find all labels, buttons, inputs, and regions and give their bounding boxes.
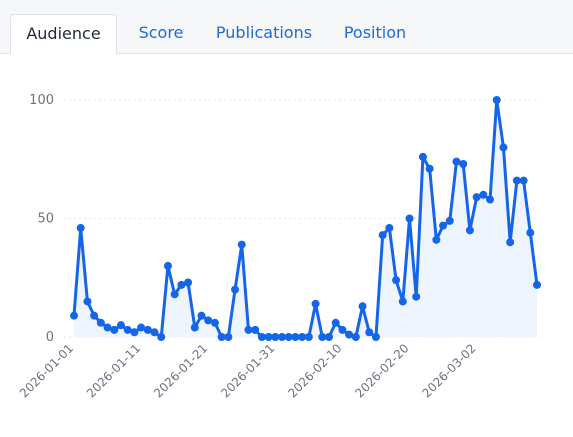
data-point[interactable] bbox=[130, 328, 139, 337]
data-point[interactable] bbox=[150, 328, 159, 337]
data-point[interactable] bbox=[116, 321, 125, 330]
data-point[interactable] bbox=[418, 152, 427, 161]
data-point[interactable] bbox=[177, 280, 186, 289]
data-point[interactable] bbox=[479, 190, 488, 199]
data-point[interactable] bbox=[512, 176, 521, 185]
data-point[interactable] bbox=[412, 292, 421, 301]
y-tick-label: 50 bbox=[37, 212, 54, 227]
tab-position[interactable]: Position bbox=[343, 23, 407, 42]
data-point[interactable] bbox=[96, 318, 105, 327]
data-point[interactable] bbox=[76, 223, 85, 232]
data-point[interactable] bbox=[257, 333, 266, 341]
data-point[interactable] bbox=[506, 238, 515, 247]
data-point[interactable] bbox=[278, 333, 287, 341]
data-point[interactable] bbox=[210, 318, 219, 327]
data-point[interactable] bbox=[284, 333, 293, 341]
data-point[interactable] bbox=[365, 328, 374, 337]
data-point[interactable] bbox=[184, 278, 193, 287]
data-point[interactable] bbox=[244, 325, 253, 334]
data-point[interactable] bbox=[197, 311, 206, 320]
data-point[interactable] bbox=[378, 231, 387, 240]
data-point[interactable] bbox=[445, 216, 454, 225]
data-point[interactable] bbox=[318, 333, 327, 341]
data-point[interactable] bbox=[492, 96, 501, 104]
y-tick-label: 0 bbox=[46, 330, 54, 345]
data-point[interactable] bbox=[170, 290, 179, 299]
data-point[interactable] bbox=[324, 333, 333, 341]
x-tick-label: 2026-02-20 bbox=[352, 341, 411, 400]
tab-publications[interactable]: Publications bbox=[215, 23, 313, 42]
data-point[interactable] bbox=[459, 159, 468, 168]
data-point[interactable] bbox=[123, 325, 132, 334]
data-point[interactable] bbox=[425, 164, 434, 173]
data-point[interactable] bbox=[204, 316, 213, 325]
x-tick-label: 2026-03-02 bbox=[420, 341, 479, 400]
data-point[interactable] bbox=[519, 176, 528, 185]
data-point[interactable] bbox=[143, 325, 152, 334]
data-point[interactable] bbox=[351, 333, 360, 341]
data-point[interactable] bbox=[499, 143, 508, 152]
data-point[interactable] bbox=[70, 311, 78, 320]
series-points bbox=[70, 96, 541, 341]
data-point[interactable] bbox=[398, 297, 407, 306]
data-point[interactable] bbox=[110, 325, 119, 334]
data-point[interactable] bbox=[157, 333, 166, 341]
data-point[interactable] bbox=[264, 333, 273, 341]
x-tick-label: 2026-01-01 bbox=[17, 341, 76, 400]
x-tick-label: 2026-01-21 bbox=[151, 341, 210, 400]
data-point[interactable] bbox=[358, 302, 367, 311]
data-point[interactable] bbox=[190, 323, 199, 332]
data-point[interactable] bbox=[311, 299, 320, 308]
data-point[interactable] bbox=[439, 221, 448, 230]
data-point[interactable] bbox=[452, 157, 461, 166]
data-point[interactable] bbox=[385, 223, 394, 232]
data-point[interactable] bbox=[486, 195, 495, 204]
data-point[interactable] bbox=[405, 214, 414, 223]
data-point[interactable] bbox=[83, 297, 92, 306]
data-point[interactable] bbox=[291, 333, 300, 341]
data-point[interactable] bbox=[392, 276, 401, 285]
data-point[interactable] bbox=[345, 330, 354, 339]
data-point[interactable] bbox=[137, 323, 146, 332]
data-point[interactable] bbox=[224, 333, 233, 341]
tab-bar: Audience Score Publications Position bbox=[0, 0, 573, 55]
x-tick-label: 2026-01-11 bbox=[84, 341, 143, 400]
x-tick-label: 2026-01-31 bbox=[218, 341, 277, 400]
data-point[interactable] bbox=[251, 325, 260, 334]
data-point[interactable] bbox=[304, 333, 313, 341]
data-point[interactable] bbox=[338, 325, 347, 334]
data-point[interactable] bbox=[237, 240, 246, 249]
y-tick-label: 100 bbox=[29, 93, 54, 108]
data-point[interactable] bbox=[298, 333, 307, 341]
data-point[interactable] bbox=[465, 226, 474, 235]
x-tick-label: 2026-02-10 bbox=[285, 341, 344, 400]
data-point[interactable] bbox=[231, 285, 240, 294]
data-point[interactable] bbox=[103, 323, 112, 332]
data-point[interactable] bbox=[271, 333, 280, 341]
data-point[interactable] bbox=[331, 318, 340, 327]
x-axis-ticks: 2026-01-01 2026-01-11 2026-01-21 2026-01-31… bbox=[17, 341, 479, 400]
y-axis-ticks: 0 50 100 bbox=[29, 93, 54, 345]
tab-score[interactable]: Score bbox=[138, 23, 184, 42]
data-point[interactable] bbox=[217, 333, 226, 341]
tab-audience[interactable]: Audience bbox=[10, 14, 117, 55]
area-fill bbox=[74, 100, 537, 337]
data-point[interactable] bbox=[90, 311, 99, 320]
data-point[interactable] bbox=[472, 193, 481, 202]
data-point[interactable] bbox=[526, 228, 535, 237]
data-point[interactable] bbox=[163, 261, 172, 270]
data-point[interactable] bbox=[533, 280, 541, 289]
data-point[interactable] bbox=[371, 333, 380, 341]
area-fill-path bbox=[74, 100, 537, 337]
data-point[interactable] bbox=[432, 235, 441, 244]
